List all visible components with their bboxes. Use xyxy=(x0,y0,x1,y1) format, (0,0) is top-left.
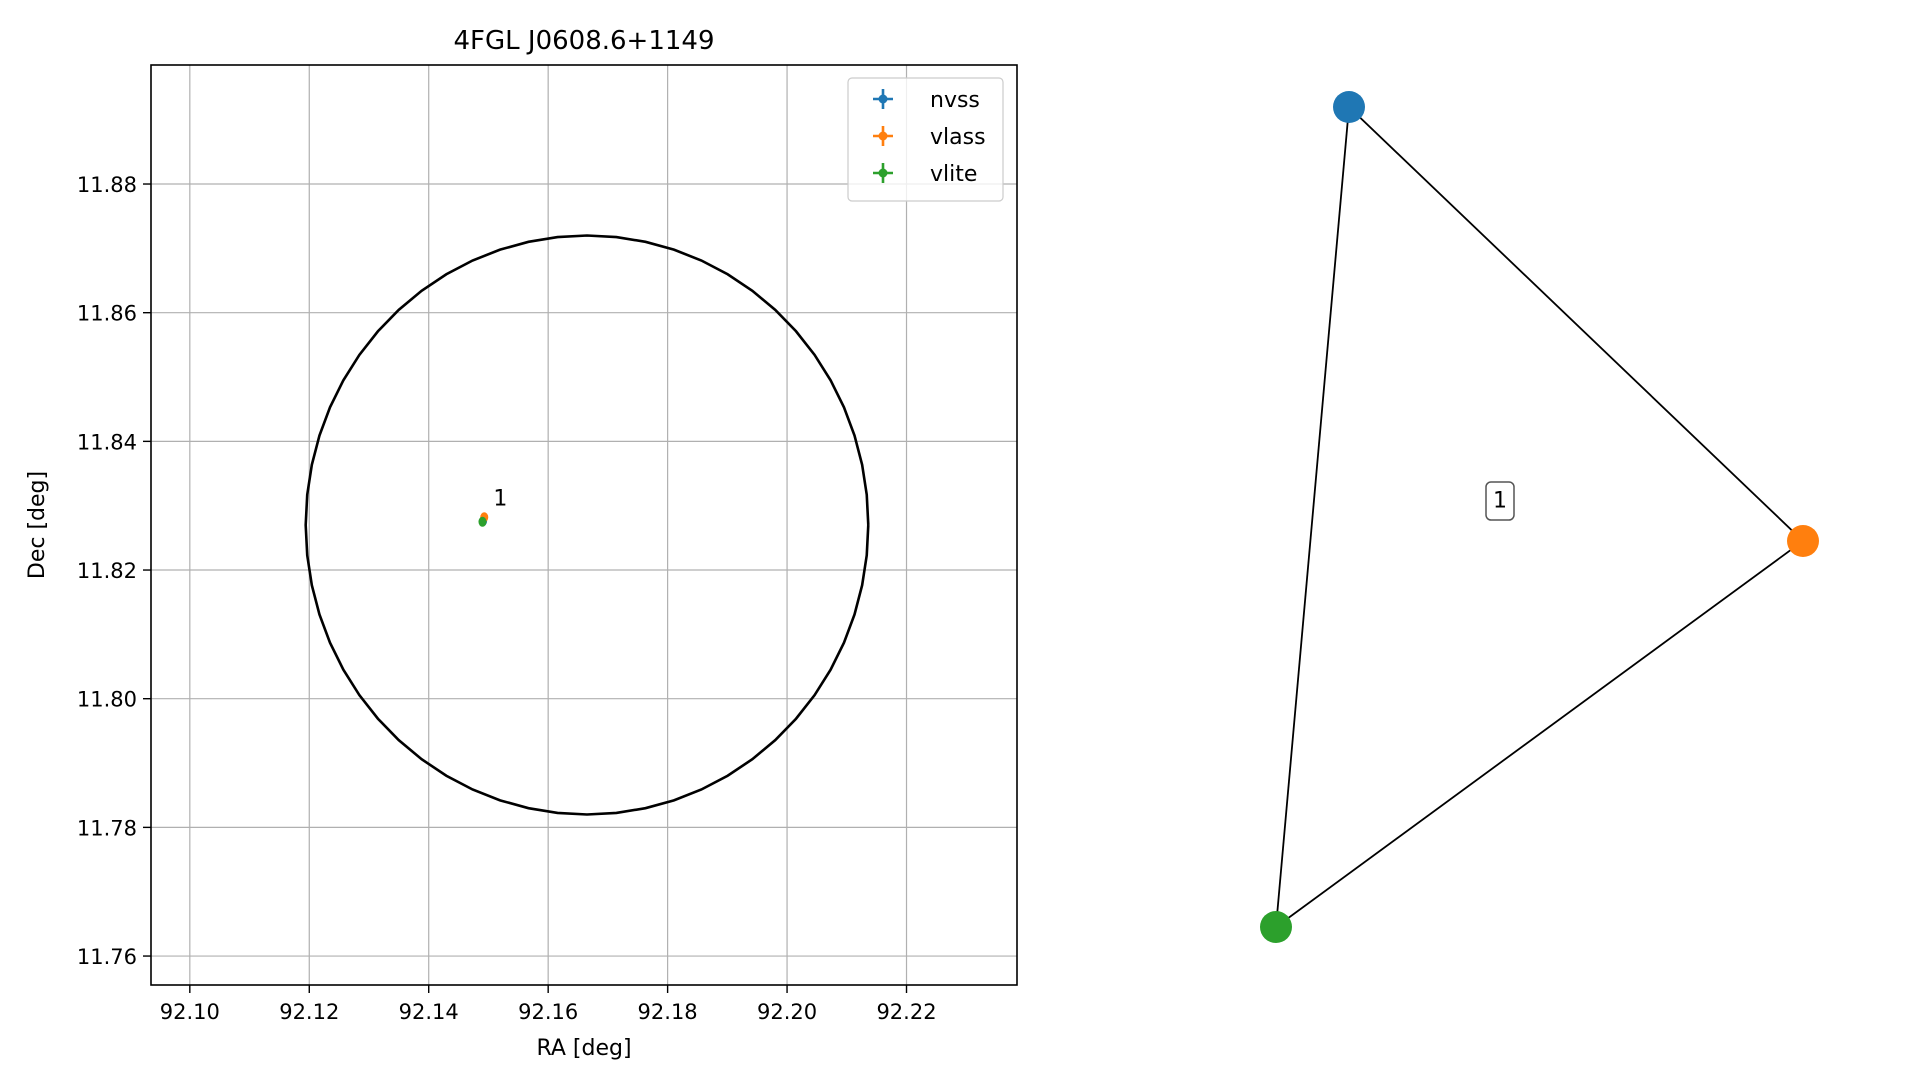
error-circle-path xyxy=(304,234,870,816)
x-tick-label: 92.20 xyxy=(757,1000,817,1024)
source-annotation: 1 xyxy=(493,486,507,511)
legend-box xyxy=(847,77,1004,202)
y-tick-label: 11.84 xyxy=(77,430,137,454)
network-edge xyxy=(1275,540,1804,928)
network-node-vlite xyxy=(1260,911,1292,943)
legend-item-vlass: vlass xyxy=(873,125,986,150)
y-tick-label: 11.76 xyxy=(77,945,137,969)
x-tick-label: 92.10 xyxy=(160,1000,220,1024)
network-node-vlass xyxy=(1787,525,1819,557)
sky-plot: 1 92.10 92.12 92.14 92.16 92.18 92.20 92.22 11… xyxy=(25,26,1018,1061)
y-tick-label: 11.78 xyxy=(77,816,137,840)
y-tick-label: 11.80 xyxy=(77,688,137,712)
x-axis-ticks: 92.10 92.12 92.14 92.16 92.18 92.20 92.22 xyxy=(160,985,937,1024)
group-label: 1 xyxy=(1493,489,1507,514)
y-tick-label: 11.82 xyxy=(77,559,137,583)
x-tick-label: 92.16 xyxy=(518,1000,578,1024)
legend-item-nvss: nvss xyxy=(873,88,980,113)
group-label-box xyxy=(1485,481,1515,521)
error-circle xyxy=(304,234,870,816)
plot-title: 4FGL J0608.6+1149 xyxy=(454,26,715,56)
plot-frame xyxy=(150,64,1018,986)
legend-label: vlass xyxy=(930,125,986,150)
x-tick-label: 92.18 xyxy=(638,1000,698,1024)
legend-item-vlite: vlite xyxy=(873,162,977,187)
legend: nvss vlass vlite xyxy=(847,77,1004,202)
y-tick-label: 11.86 xyxy=(77,302,137,326)
x-axis-label: RA [deg] xyxy=(536,1036,631,1061)
y-axis-label: Dec [deg] xyxy=(25,471,50,579)
x-tick-label: 92.12 xyxy=(279,1000,339,1024)
grid-lines xyxy=(151,65,1017,985)
x-tick-label: 92.22 xyxy=(876,1000,936,1024)
network-edge xyxy=(1275,106,1350,928)
data-point-vlite xyxy=(478,516,487,527)
x-tick-label: 92.14 xyxy=(399,1000,459,1024)
network-graph: 1 xyxy=(1260,91,1819,943)
legend-label: vlite xyxy=(930,162,977,187)
y-tick-label: 11.88 xyxy=(77,173,137,197)
network-node-nvss xyxy=(1333,91,1365,123)
legend-label: nvss xyxy=(930,88,980,113)
network-nodes xyxy=(1260,91,1819,943)
data-points xyxy=(478,512,489,527)
network-edges xyxy=(1275,106,1804,928)
y-axis-ticks: 11.76 11.78 11.80 11.82 11.84 11.86 11.88 xyxy=(77,173,151,969)
network-edge xyxy=(1348,106,1804,542)
